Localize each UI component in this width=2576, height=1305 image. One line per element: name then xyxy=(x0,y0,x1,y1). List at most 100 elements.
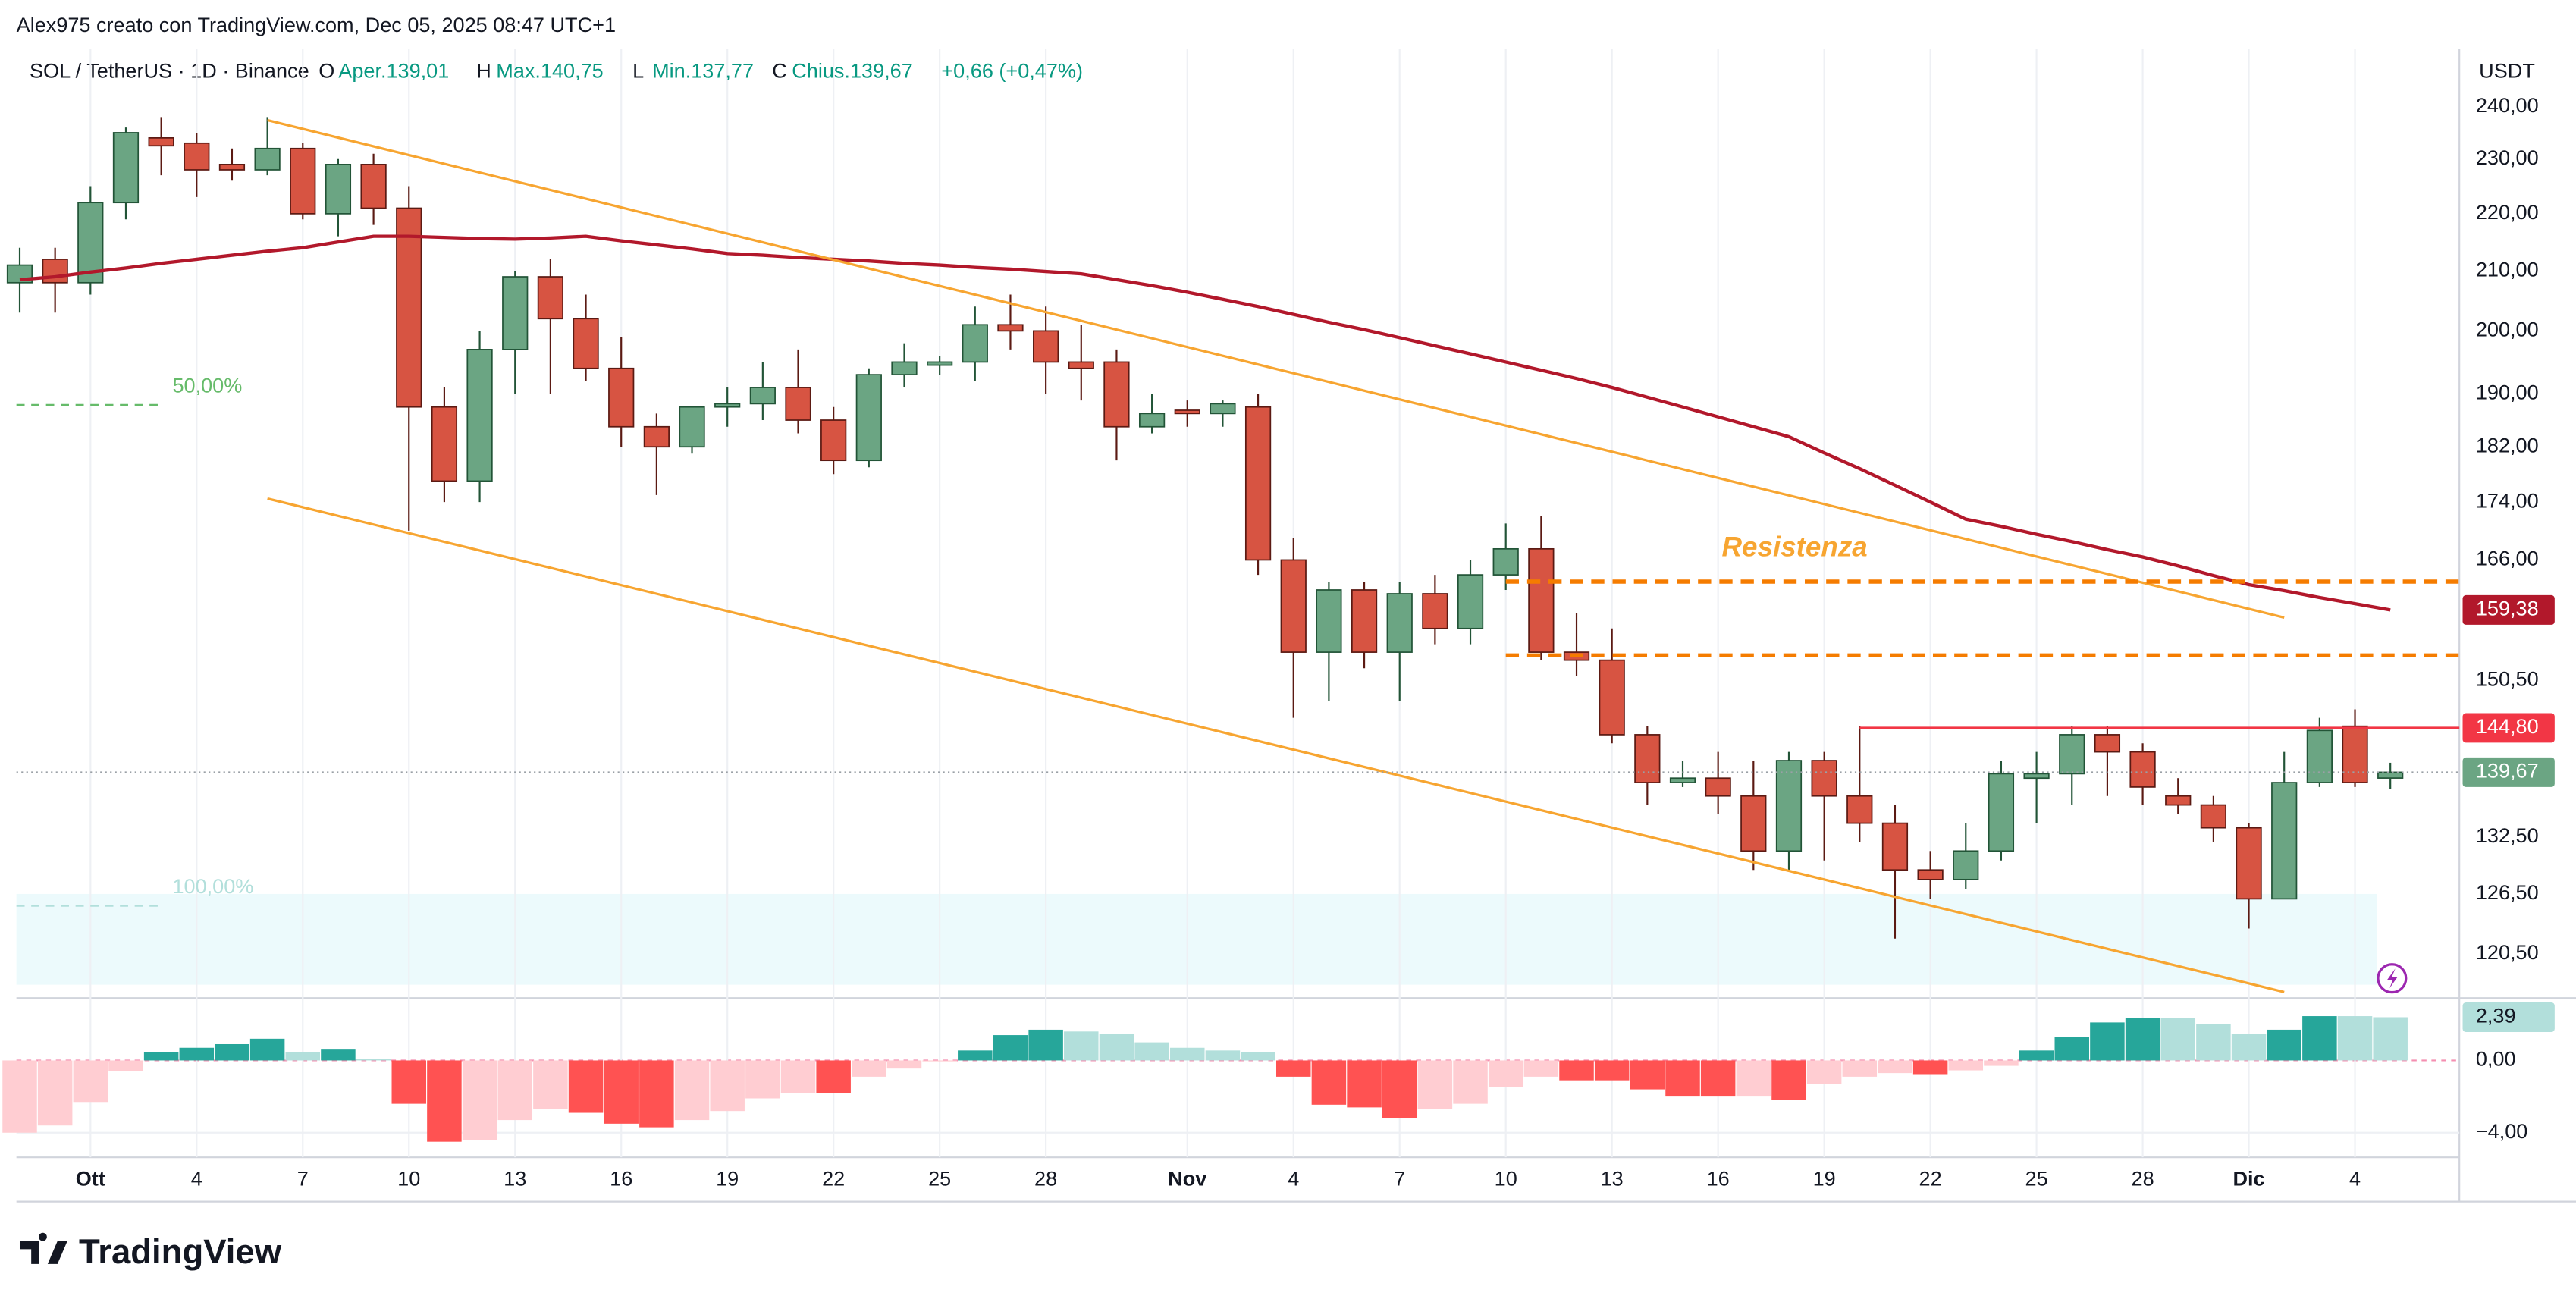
legend-value: Min.137,77 xyxy=(652,58,754,82)
candle-body xyxy=(1740,795,1767,852)
histogram-bar xyxy=(1488,1060,1523,1087)
ma-label: 159,38 xyxy=(2476,597,2539,620)
candle-body xyxy=(2236,827,2262,900)
candle-body xyxy=(1457,574,1484,629)
y-tick-label: 166,00 xyxy=(2476,547,2539,570)
candle-body xyxy=(1775,760,1803,852)
symbol[interactable]: SOL / TetherUS · 1D · Binance xyxy=(30,58,309,82)
histogram-bar xyxy=(2160,1018,2195,1061)
histogram-bar xyxy=(922,1060,957,1062)
price-label-bg xyxy=(2462,594,2555,625)
trendline xyxy=(267,497,2285,993)
y-tick-label: 230,00 xyxy=(2476,146,2539,169)
y-tick-label: 210,00 xyxy=(2476,257,2539,281)
histogram-bar xyxy=(1806,1060,1842,1084)
histogram-bar xyxy=(1842,1060,1878,1077)
last-price-label: 139,67 xyxy=(2476,759,2539,783)
histogram-bar xyxy=(356,1059,391,1061)
legend-value: Chius.139,67 xyxy=(792,58,913,82)
histogram-bar xyxy=(321,1049,356,1061)
histogram-bar xyxy=(1205,1050,1241,1061)
candle-body xyxy=(1316,589,1342,653)
histogram-bar xyxy=(1878,1060,1912,1074)
y-tick-label: 150,50 xyxy=(2476,667,2539,691)
candle-body xyxy=(891,361,918,376)
y-tick-label: 0,00 xyxy=(2476,1047,2516,1071)
histogram-bar xyxy=(1523,1060,1559,1077)
x-tick-label: 10 xyxy=(397,1167,420,1190)
histogram-bar xyxy=(1064,1031,1099,1061)
y-tick-label: 220,00 xyxy=(2476,200,2539,224)
histogram-bar xyxy=(1241,1052,1275,1061)
legend-key: H xyxy=(476,58,491,82)
candle-body xyxy=(1881,822,1909,871)
x-tick-label: 13 xyxy=(1601,1167,1624,1190)
y-tick-label: 132,50 xyxy=(2476,823,2539,847)
x-tick-label: 22 xyxy=(822,1167,845,1190)
candle-body xyxy=(77,202,104,284)
trendline xyxy=(267,118,2285,619)
y-tick-label: 190,00 xyxy=(2476,381,2539,404)
candle-body xyxy=(997,324,1024,332)
candle-body xyxy=(218,164,246,171)
x-tick-label: 7 xyxy=(297,1167,309,1190)
alert-icon[interactable] xyxy=(2377,963,2408,994)
histogram-bar xyxy=(958,1050,993,1061)
histogram-bar xyxy=(533,1060,568,1109)
x-tick-label: 4 xyxy=(191,1167,202,1190)
histogram-bar xyxy=(1736,1060,1771,1097)
legend-key: O xyxy=(318,58,334,82)
candle-body xyxy=(112,132,140,204)
histogram-bar xyxy=(604,1060,639,1124)
histogram-bar xyxy=(2019,1050,2054,1061)
histogram-bar xyxy=(215,1043,249,1061)
histogram-bar xyxy=(1170,1047,1205,1061)
histogram-bar xyxy=(2125,1018,2160,1061)
histogram-bar xyxy=(1453,1060,1488,1104)
candle-body xyxy=(2306,729,2333,783)
histogram-bar xyxy=(2337,1016,2373,1061)
histogram-bar xyxy=(1771,1060,1806,1100)
histogram-bar xyxy=(249,1038,285,1061)
y-tick-label: 174,00 xyxy=(2476,488,2539,512)
histogram-bar xyxy=(497,1060,532,1121)
histogram-bar xyxy=(1665,1060,1700,1097)
logo[interactable]: TradingView xyxy=(19,1232,282,1271)
candle-body xyxy=(1068,361,1094,369)
fib-label: 50,00% xyxy=(172,373,242,397)
candle-body xyxy=(537,276,564,320)
layer-back xyxy=(16,49,2576,1203)
x-tick-label: 19 xyxy=(716,1167,739,1190)
candle-body xyxy=(1599,659,1625,736)
candle-body xyxy=(962,324,988,363)
currency: USDT xyxy=(2479,58,2535,82)
candle-body xyxy=(1103,361,1130,428)
histogram-bar xyxy=(1948,1060,1984,1071)
candle-body xyxy=(1033,330,1059,363)
candle-body xyxy=(608,367,635,428)
x-tick-label: 25 xyxy=(928,1167,951,1190)
x-tick-label: 28 xyxy=(1034,1167,1057,1190)
histogram-bar xyxy=(143,1052,179,1061)
candle-body xyxy=(2342,725,2368,783)
candle-body xyxy=(1174,409,1200,415)
y-tick-label: 126,50 xyxy=(2476,880,2539,904)
candle-body xyxy=(502,276,529,350)
x-tick-label: 7 xyxy=(1394,1167,1405,1190)
candle-body xyxy=(2165,795,2192,806)
histogram-bar xyxy=(639,1060,674,1128)
histogram-bar xyxy=(674,1060,710,1121)
fib-label: 100,00% xyxy=(172,874,253,898)
y-tick-label: 240,00 xyxy=(2476,93,2539,117)
histogram-bar xyxy=(1382,1060,1417,1118)
candle-body xyxy=(466,349,493,482)
histogram-bar xyxy=(1028,1029,1063,1061)
price-label-bg xyxy=(2462,713,2555,743)
histogram-bar xyxy=(1912,1060,1948,1075)
price-label-bg xyxy=(2462,757,2555,787)
candle-body xyxy=(1244,406,1272,561)
histogram-bar xyxy=(816,1060,851,1093)
candle-body xyxy=(1210,403,1236,415)
candle-body xyxy=(1705,777,1731,797)
